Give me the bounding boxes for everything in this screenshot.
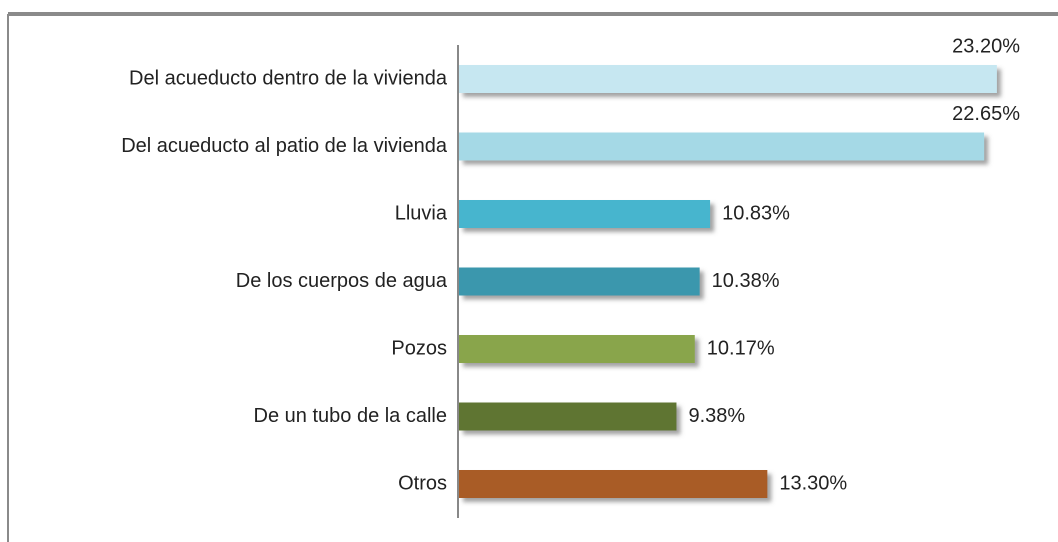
value-label: 10.83% — [722, 202, 790, 224]
value-label: 9.38% — [688, 405, 745, 427]
category-label: Pozos — [391, 337, 447, 359]
category-label: De un tubo de la calle — [254, 405, 447, 427]
category-label: Del acueducto dentro de la vivienda — [129, 67, 448, 89]
value-label: 23.20% — [952, 35, 1020, 57]
bar — [459, 470, 768, 498]
value-label: 10.38% — [712, 270, 780, 292]
bar — [459, 200, 711, 228]
category-label: Del acueducto al patio de la vivienda — [121, 135, 448, 157]
category-label: Otros — [398, 472, 447, 494]
bar — [459, 402, 677, 431]
bar — [459, 132, 985, 161]
value-label: 10.17% — [707, 337, 775, 359]
category-label: De los cuerpos de agua — [236, 270, 448, 292]
category-label: Lluvia — [395, 202, 448, 224]
bar — [459, 267, 700, 296]
value-label: 22.65% — [952, 103, 1020, 125]
bar — [459, 335, 695, 363]
value-label: 13.30% — [779, 472, 847, 494]
bar — [459, 65, 997, 93]
